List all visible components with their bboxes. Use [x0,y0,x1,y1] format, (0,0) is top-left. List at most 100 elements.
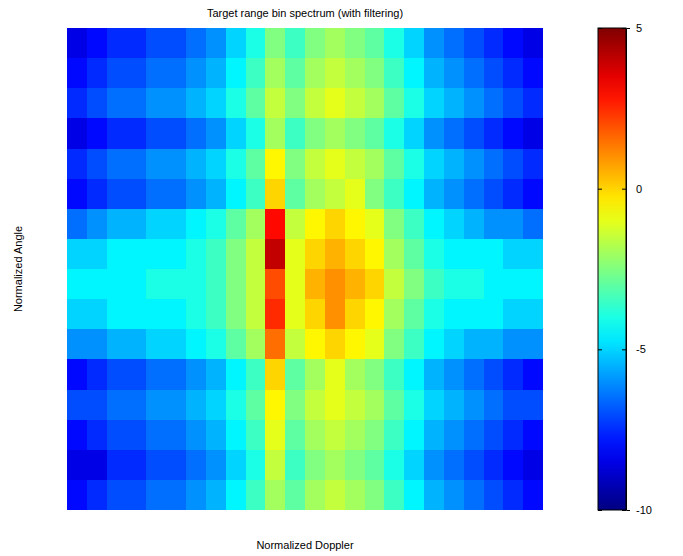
heatmap-cell [146,420,166,451]
heatmap-cell [67,450,87,481]
heatmap-cell [424,239,444,270]
heatmap-cell [206,149,226,180]
heatmap-cell [345,329,365,360]
heatmap-cell [226,88,246,119]
heatmap-cell [523,359,543,390]
heatmap-cell [444,58,464,89]
heatmap-cell [87,179,107,210]
heatmap-cell [384,209,404,240]
heatmap-cell [404,450,424,481]
heatmap-cell [186,480,206,510]
heatmap-cell [226,28,246,59]
heatmap-cell [67,299,87,330]
heatmap-cell [285,390,305,421]
heatmap-cell [345,420,365,451]
heatmap-cell [305,329,325,360]
heatmap-cell [404,329,424,360]
heatmap-cell [87,450,107,481]
heatmap-cell [365,420,385,451]
heatmap-cell [305,149,325,180]
heatmap-cell [186,239,206,270]
heatmap-cell [365,209,385,240]
heatmap-cell [166,239,186,270]
heatmap-cell [345,28,365,59]
heatmap-cell [87,239,107,270]
heatmap-cell [305,209,325,240]
heatmap-cell [246,149,266,180]
heatmap-cell [285,420,305,451]
heatmap-cell [523,118,543,149]
heatmap-cell [444,359,464,390]
heatmap-cell [226,179,246,210]
heatmap-cell [345,179,365,210]
heatmap-cell [305,390,325,421]
heatmap-cell [484,88,504,119]
heatmap-cell [523,390,543,421]
heatmap-cell [67,88,87,119]
heatmap-cell [503,239,523,270]
heatmap-cell [503,420,523,451]
heatmap-cell [246,359,266,390]
heatmap-cell [146,209,166,240]
heatmap-cell [384,450,404,481]
heatmap-cell [424,88,444,119]
heatmap-cell [246,58,266,89]
heatmap-cell [265,390,285,421]
heatmap-cell [384,58,404,89]
heatmap-cell [107,299,127,330]
heatmap-cell [424,299,444,330]
heatmap-cell [265,480,285,510]
heatmap-cell [226,58,246,89]
heatmap-cell [384,179,404,210]
heatmap-cell [345,118,365,149]
heatmap-cell [325,359,345,390]
heatmap-cell [107,480,127,510]
heatmap-cell [186,88,206,119]
heatmap-cell [206,179,226,210]
heatmap-cell [87,149,107,180]
heatmap-cell [523,28,543,59]
heatmap-cell [444,329,464,360]
heatmap-cell [166,28,186,59]
heatmap-cell [484,179,504,210]
heatmap-cell [166,299,186,330]
heatmap-cell [226,450,246,481]
heatmap-cell [107,58,127,89]
heatmap-cell [384,329,404,360]
heatmap-cell [384,420,404,451]
colorbar-tick-mark [598,189,602,190]
heatmap-cell [146,329,166,360]
heatmap-cell [285,269,305,300]
colorbar-tick-mark [622,28,626,29]
colorbar [598,28,626,510]
heatmap-cell [384,88,404,119]
heatmap-cell [404,239,424,270]
heatmap-cell [226,480,246,510]
heatmap-cell [305,480,325,510]
heatmap-cell [384,390,404,421]
heatmap-cell [206,480,226,510]
heatmap-cell [67,359,87,390]
heatmap-cell [67,149,87,180]
heatmap-cell [305,58,325,89]
heatmap-cell [503,329,523,360]
colorbar-tick-mark [598,349,602,350]
heatmap-cell [146,179,166,210]
heatmap-cell [464,28,484,59]
heatmap-cell [384,118,404,149]
heatmap-cell [464,118,484,149]
heatmap-cell [365,390,385,421]
heatmap-cell [206,209,226,240]
heatmap-cell [365,118,385,149]
heatmap-cell [345,149,365,180]
heatmap-cell [246,88,266,119]
heatmap-cell [444,209,464,240]
heatmap-cell [127,149,147,180]
heatmap-cell [206,329,226,360]
heatmap-cell [384,480,404,510]
heatmap-cell [345,209,365,240]
heatmap-cell [146,149,166,180]
heatmap-cell [127,88,147,119]
heatmap-cell [107,118,127,149]
heatmap-cell [246,239,266,270]
